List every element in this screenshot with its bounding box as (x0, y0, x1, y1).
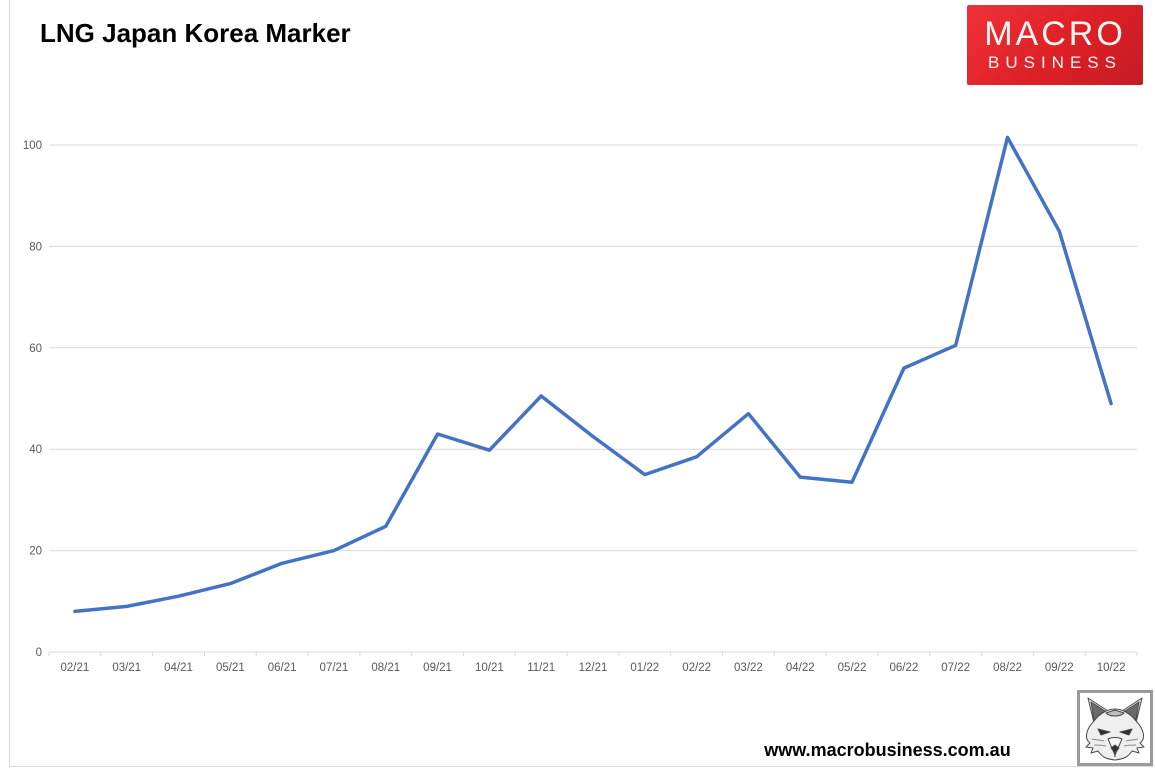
fox-head-icon (1085, 697, 1145, 761)
x-tick-label: 09/22 (1045, 662, 1074, 674)
y-tick-label: 0 (36, 647, 42, 659)
x-tick-label: 09/21 (423, 662, 452, 674)
y-tick-label: 60 (29, 343, 42, 355)
x-tick-label: 06/21 (268, 662, 297, 674)
chart-frame (9, 0, 1154, 767)
x-tick-label: 03/22 (734, 662, 763, 674)
x-tick-label: 05/21 (216, 662, 245, 674)
x-tick-label: 08/22 (993, 662, 1022, 674)
x-tick-label: 04/22 (786, 662, 815, 674)
chart-canvas: 0 20 40 60 80 100 02/21 03/21 04/21 05/21 06/21 07/… (23, 135, 1138, 674)
website-url: www.macrobusiness.com.au (764, 740, 1011, 760)
chart-title: LNG Japan Korea Marker (40, 18, 351, 48)
y-tick-label: 80 (29, 241, 42, 253)
x-tick-label: 02/21 (61, 662, 90, 674)
x-tick-label: 10/21 (475, 662, 504, 674)
x-tick-label: 02/22 (682, 662, 711, 674)
x-tick-label: 01/22 (630, 662, 659, 674)
x-tick-label: 08/21 (371, 662, 400, 674)
x-tick-label: 06/22 (889, 662, 918, 674)
x-tick-label: 04/21 (164, 662, 193, 674)
x-tick-label: 12/21 (579, 662, 608, 674)
y-tick-label: 100 (23, 140, 42, 152)
x-tick-label: 10/22 (1097, 662, 1126, 674)
x-tick-label: 07/21 (320, 662, 349, 674)
x-tick-label: 05/22 (838, 662, 867, 674)
x-tick-label: 07/22 (941, 662, 970, 674)
macrobusiness-logo: MACRO BUSINESS (967, 5, 1143, 85)
x-tick-label: 11/21 (527, 662, 555, 674)
series-line (73, 135, 1113, 614)
logo-word-business: BUSINESS (988, 53, 1122, 72)
x-tick-label: 03/21 (112, 662, 141, 674)
logo-word-macro: MACRO (984, 15, 1126, 53)
y-tick-label: 40 (29, 444, 42, 456)
fox-logo (1077, 690, 1153, 766)
y-tick-label: 20 (29, 546, 42, 558)
